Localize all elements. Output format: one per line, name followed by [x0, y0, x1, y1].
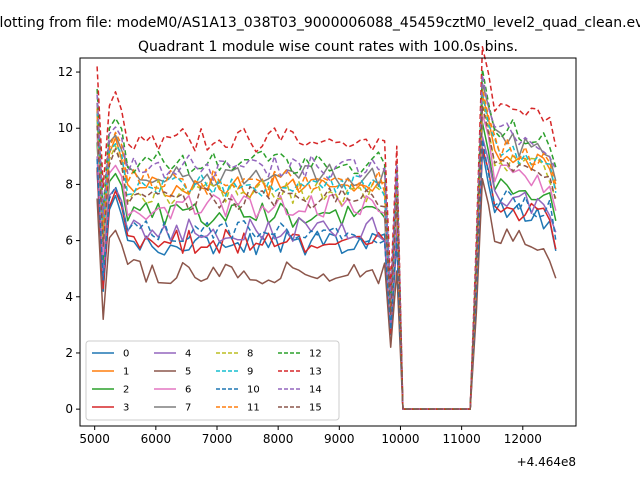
y-tick-label: 6: [65, 234, 73, 248]
legend-label: 2: [123, 385, 129, 396]
series-line-5: [96, 178, 557, 410]
x-tick-label: 11000: [443, 432, 481, 446]
y-tick-label: 0: [65, 402, 73, 416]
legend-label: 5: [185, 367, 191, 378]
legend-label: 3: [123, 403, 129, 414]
series-line-11: [96, 88, 557, 410]
x-tick-label: 12000: [504, 432, 542, 446]
legend-label: 14: [309, 385, 322, 396]
series-line-9: [96, 90, 557, 410]
legend-box: [85, 340, 340, 421]
legend-label: 12: [309, 349, 322, 360]
y-tick-label: 2: [65, 346, 73, 360]
legend-label: 15: [309, 403, 322, 414]
legend-label: 1: [123, 367, 129, 378]
axes-frame: [79, 57, 577, 427]
legend-label: 10: [247, 385, 260, 396]
x-tick-label: 6000: [141, 432, 172, 446]
chart-suptitle: Plotting from file: modeM0/AS1A13_038T03…: [0, 15, 640, 31]
x-offset-label: +4.464e8: [517, 455, 576, 469]
x-tick-label: 10000: [381, 432, 419, 446]
y-tick-label: 10: [58, 121, 73, 135]
legend-label: 8: [247, 349, 253, 360]
series-line-15: [96, 105, 557, 410]
chart-title: Quadrant 1 module wise count rates with …: [138, 39, 518, 55]
series-line-12: [96, 68, 557, 410]
y-tick-label: 8: [65, 177, 73, 191]
legend-label: 11: [247, 403, 260, 414]
legend-label: 13: [309, 367, 322, 378]
series-line-14: [96, 74, 557, 410]
legend-label: 7: [185, 403, 191, 414]
plot-area: [96, 46, 557, 410]
x-tick-label: 5000: [79, 432, 110, 446]
x-tick-label: 7000: [202, 432, 233, 446]
legend-label: 0: [123, 349, 129, 360]
x-tick-label: 8000: [263, 432, 294, 446]
x-tick-label: 9000: [324, 432, 355, 446]
legend-label: 6: [185, 385, 191, 396]
legend-label: 4: [185, 349, 191, 360]
legend-label: 9: [247, 367, 253, 378]
y-tick-label: 4: [65, 290, 73, 304]
series-line-10: [96, 138, 557, 410]
y-tick-label: 12: [58, 65, 73, 79]
